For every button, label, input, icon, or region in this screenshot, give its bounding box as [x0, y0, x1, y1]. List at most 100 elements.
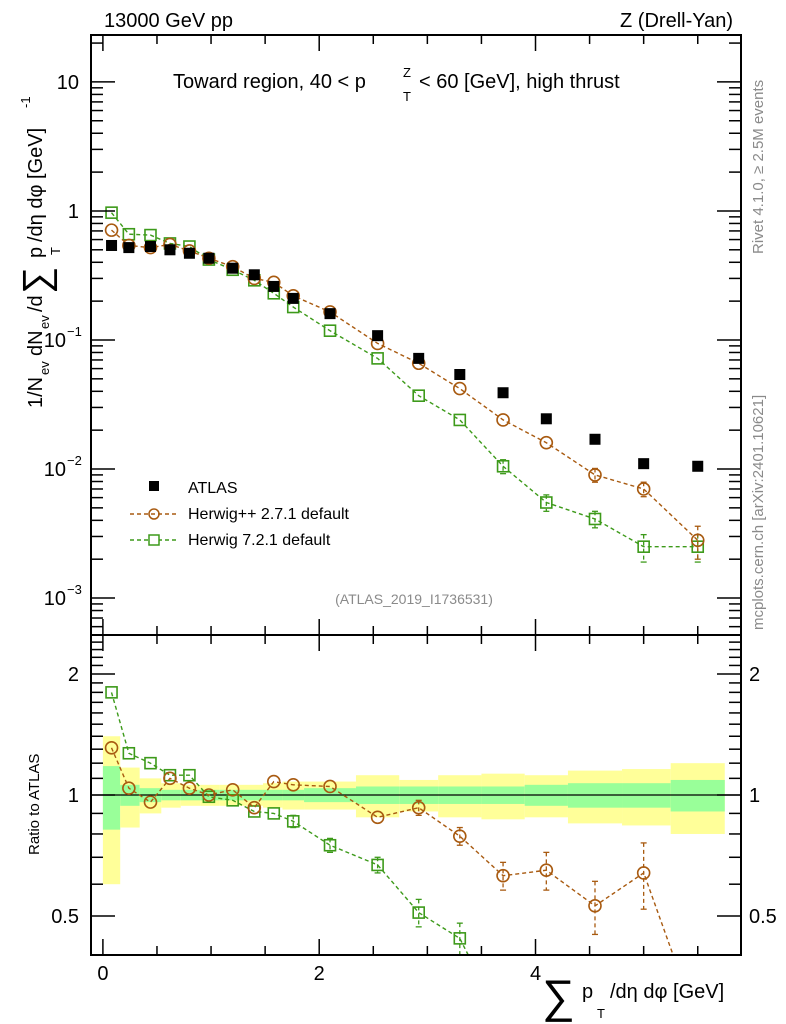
data-point-herwig7 [588, 512, 602, 526]
data-point-herwigpp [588, 468, 602, 482]
data-point-atlas [144, 241, 156, 253]
data-point-atlas [372, 330, 384, 342]
ratio-series-layer [104, 686, 674, 955]
data-point-herwig7 [267, 807, 281, 820]
legend-label-atlas: ATLAS [188, 480, 238, 497]
y-tick-label-exp: −3 [67, 582, 82, 597]
data-point-herwigpp [636, 482, 651, 496]
data-point-herwig7 [453, 932, 467, 945]
data-point-atlas [123, 242, 135, 254]
data-point-herwigpp [202, 251, 216, 266]
data-point-atlas [203, 252, 215, 264]
data-point-herwigpp [202, 788, 216, 802]
data-point-atlas [497, 387, 509, 399]
main-y-axis-label: 1/N ev dN ev /d ∑ p T /dη dφ [GeV] -1 [16, 96, 63, 408]
data-point-herwigpp [323, 779, 337, 794]
analysis-label: (ATLAS_2019_I1736531) [335, 591, 493, 607]
y-tick-label-exp: −1 [67, 324, 82, 339]
ylabel-sub-t: T [48, 247, 63, 255]
data-point-herwigpp [143, 795, 158, 809]
data-point-herwigpp [104, 741, 119, 755]
ratio-uncertainty-band [91, 736, 741, 885]
data-point-atlas [287, 292, 299, 304]
ratio-y-tick-label: 2 [68, 664, 79, 686]
data-point-herwig7 [122, 746, 136, 760]
ylabel-part-5: /dη dφ [GeV] [25, 128, 47, 242]
title-part-1: Toward region, 40 < p [173, 71, 366, 93]
data-point-herwig7 [105, 686, 118, 699]
title-part-2: < 60 [GeV], high thrust [419, 71, 620, 93]
data-point-herwigpp [163, 771, 177, 786]
data-point-atlas [106, 239, 118, 251]
data-point-herwigpp [496, 413, 510, 427]
y-tick-label: 10 [44, 330, 66, 352]
data-point-atlas [413, 352, 425, 364]
data-point-herwigpp [286, 778, 301, 792]
data-point-herwigpp [225, 783, 240, 797]
ylabel-part-1: 1/N [25, 377, 47, 408]
ratio-y-tick-label-right: 1 [749, 785, 760, 807]
data-point-herwig7 [540, 496, 553, 509]
data-point-herwig7 [453, 413, 467, 427]
main-series-layer [104, 206, 705, 563]
mcplots-label: mcplots.cern.ch [arXiv:2401.10621] [750, 395, 767, 630]
x-tick-label: 2 [314, 963, 325, 985]
data-point-herwig7 [183, 768, 196, 782]
data-point-herwigpp [122, 781, 136, 795]
data-point-herwigpp [453, 829, 467, 843]
data-point-herwigpp [411, 800, 426, 815]
xlabel-sum: ∑ [542, 970, 575, 1022]
ylabel-part-4: p [25, 247, 47, 258]
legend-label-herwig7: Herwig 7.2.1 default [188, 532, 331, 549]
data-point-herwig7 [323, 838, 337, 852]
ratio-y-axis-label: Ratio to ATLAS [26, 754, 43, 855]
band-inner-bin [670, 779, 725, 812]
xlabel-rest: /dη dφ [GeV] [610, 981, 724, 1003]
y-tick-label-exp: −2 [67, 453, 82, 468]
title-sup-z: Z [403, 65, 411, 80]
data-point-atlas [540, 413, 552, 425]
data-point-herwig7 [323, 324, 337, 337]
plot-title: Toward region, 40 < p Z T < 60 [GeV], hi… [173, 65, 620, 104]
ylabel-sum: ∑ [16, 267, 58, 294]
ylabel-part-2: dN [25, 330, 47, 356]
ratio-y-tick-label: 1 [68, 785, 79, 807]
title-sub-t: T [403, 89, 411, 104]
data-point-herwig7 [637, 540, 650, 553]
xlabel-sub-t: T [597, 1006, 605, 1021]
data-point-herwigpp [247, 800, 262, 815]
data-point-herwig7 [496, 459, 510, 473]
y-tick-label: 1 [68, 201, 79, 223]
data-point-herwig7 [105, 206, 118, 219]
data-point-herwig7 [412, 389, 426, 402]
data-point-herwigpp [370, 810, 385, 825]
data-point-atlas [268, 280, 280, 292]
header-left: 13000 GeV pp [104, 10, 233, 32]
data-point-atlas [248, 269, 260, 281]
data-point-herwig7 [286, 815, 300, 828]
legend-label-herwigpp: Herwig++ 2.7.1 default [188, 506, 350, 523]
data-point-herwigpp [104, 223, 119, 237]
x-tick-label: 0 [97, 963, 108, 985]
ratio-y-tick-label-right: 2 [749, 664, 760, 686]
ylabel-sup: -1 [18, 96, 33, 108]
data-point-herwigpp [539, 435, 554, 450]
data-point-atlas [692, 460, 704, 472]
legend-marker-atlas [149, 481, 159, 491]
data-point-herwig7 [412, 906, 426, 919]
data-point-herwigpp [690, 533, 705, 548]
y-tick-label: 10 [44, 459, 66, 481]
x-axis-label: ∑ p T /dη dφ [GeV] [542, 970, 724, 1022]
series-line [110, 692, 470, 955]
data-point-herwig7 [226, 794, 239, 807]
data-point-herwigpp [636, 866, 651, 880]
data-point-atlas [638, 458, 650, 470]
legend-marker-herwigpp [148, 508, 160, 520]
ylabel-part-3: /d [25, 295, 47, 312]
data-point-herwigpp [182, 781, 197, 795]
data-point-herwigpp [539, 863, 554, 878]
x-tick-label: 4 [530, 963, 541, 985]
data-point-atlas [183, 247, 195, 259]
ratio-y-tick-label: 0.5 [51, 906, 79, 928]
